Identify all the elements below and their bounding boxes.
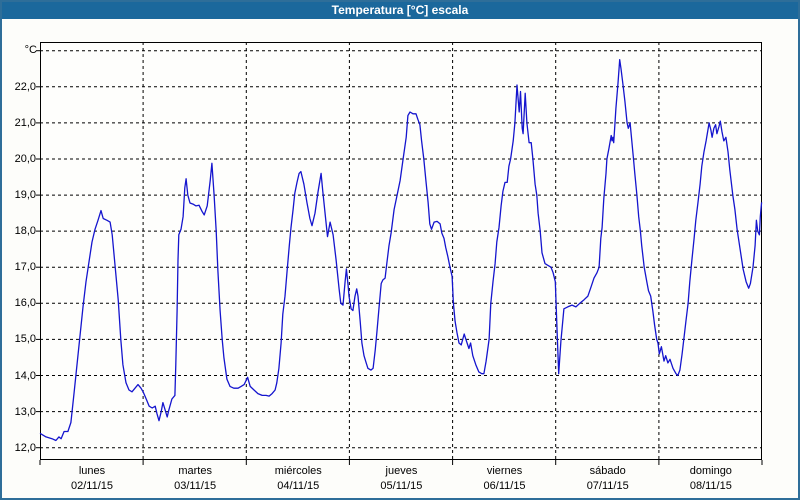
title-bar: Temperatura [°C] escala [0, 0, 800, 19]
y-axis-tick-label: 15,0 [14, 333, 36, 346]
day-name: lunes [78, 465, 106, 477]
day-date: 03/11/15 [174, 480, 217, 492]
y-axis-tick-label: 16,0 [14, 297, 36, 310]
y-axis-tick-label: 14,0 [14, 369, 36, 382]
y-axis-tick-label: 17,0 [14, 261, 36, 274]
y-axis-tick-label: 18,0 [14, 225, 36, 238]
y-axis-unit-label: °C [24, 43, 37, 56]
y-axis-tick-label: 21,0 [14, 116, 36, 129]
day-date: 02/11/15 [70, 480, 113, 492]
day-date: 08/11/15 [689, 480, 732, 492]
x-axis-day-label: lunes 02/11/15 [40, 464, 144, 494]
temperature-line-chart [36, 42, 763, 465]
day-name: jueves [385, 465, 418, 477]
day-name: domingo [689, 465, 732, 477]
y-axis-tick-label: 12,0 [14, 441, 36, 454]
day-name: miércoles [274, 465, 322, 477]
day-name: martes [178, 465, 212, 477]
day-date: 07/11/15 [586, 480, 629, 492]
day-date: 06/11/15 [483, 480, 526, 492]
x-axis-day-label: viernes 06/11/15 [453, 464, 557, 494]
y-axis-tick-label: 20,0 [14, 152, 36, 165]
chart-title: Temperatura [°C] escala [331, 2, 469, 17]
day-name: sábado [589, 465, 626, 477]
x-axis-day-label: martes 03/11/15 [143, 464, 247, 494]
x-axis-day-label: jueves 05/11/15 [349, 464, 453, 494]
y-axis-tick-label: 19,0 [14, 189, 36, 202]
x-axis-day-label: domingo 08/11/15 [659, 464, 763, 494]
day-name: viernes [486, 465, 523, 477]
day-date: 04/11/15 [277, 480, 320, 492]
y-axis-tick-label: 13,0 [14, 405, 36, 418]
x-axis-day-label: miércoles 04/11/15 [246, 464, 350, 494]
y-axis-tick-label: 22,0 [14, 80, 36, 93]
day-date: 05/11/15 [380, 480, 423, 492]
x-axis-day-label: sábado 07/11/15 [556, 464, 660, 494]
plot-area [36, 42, 763, 465]
